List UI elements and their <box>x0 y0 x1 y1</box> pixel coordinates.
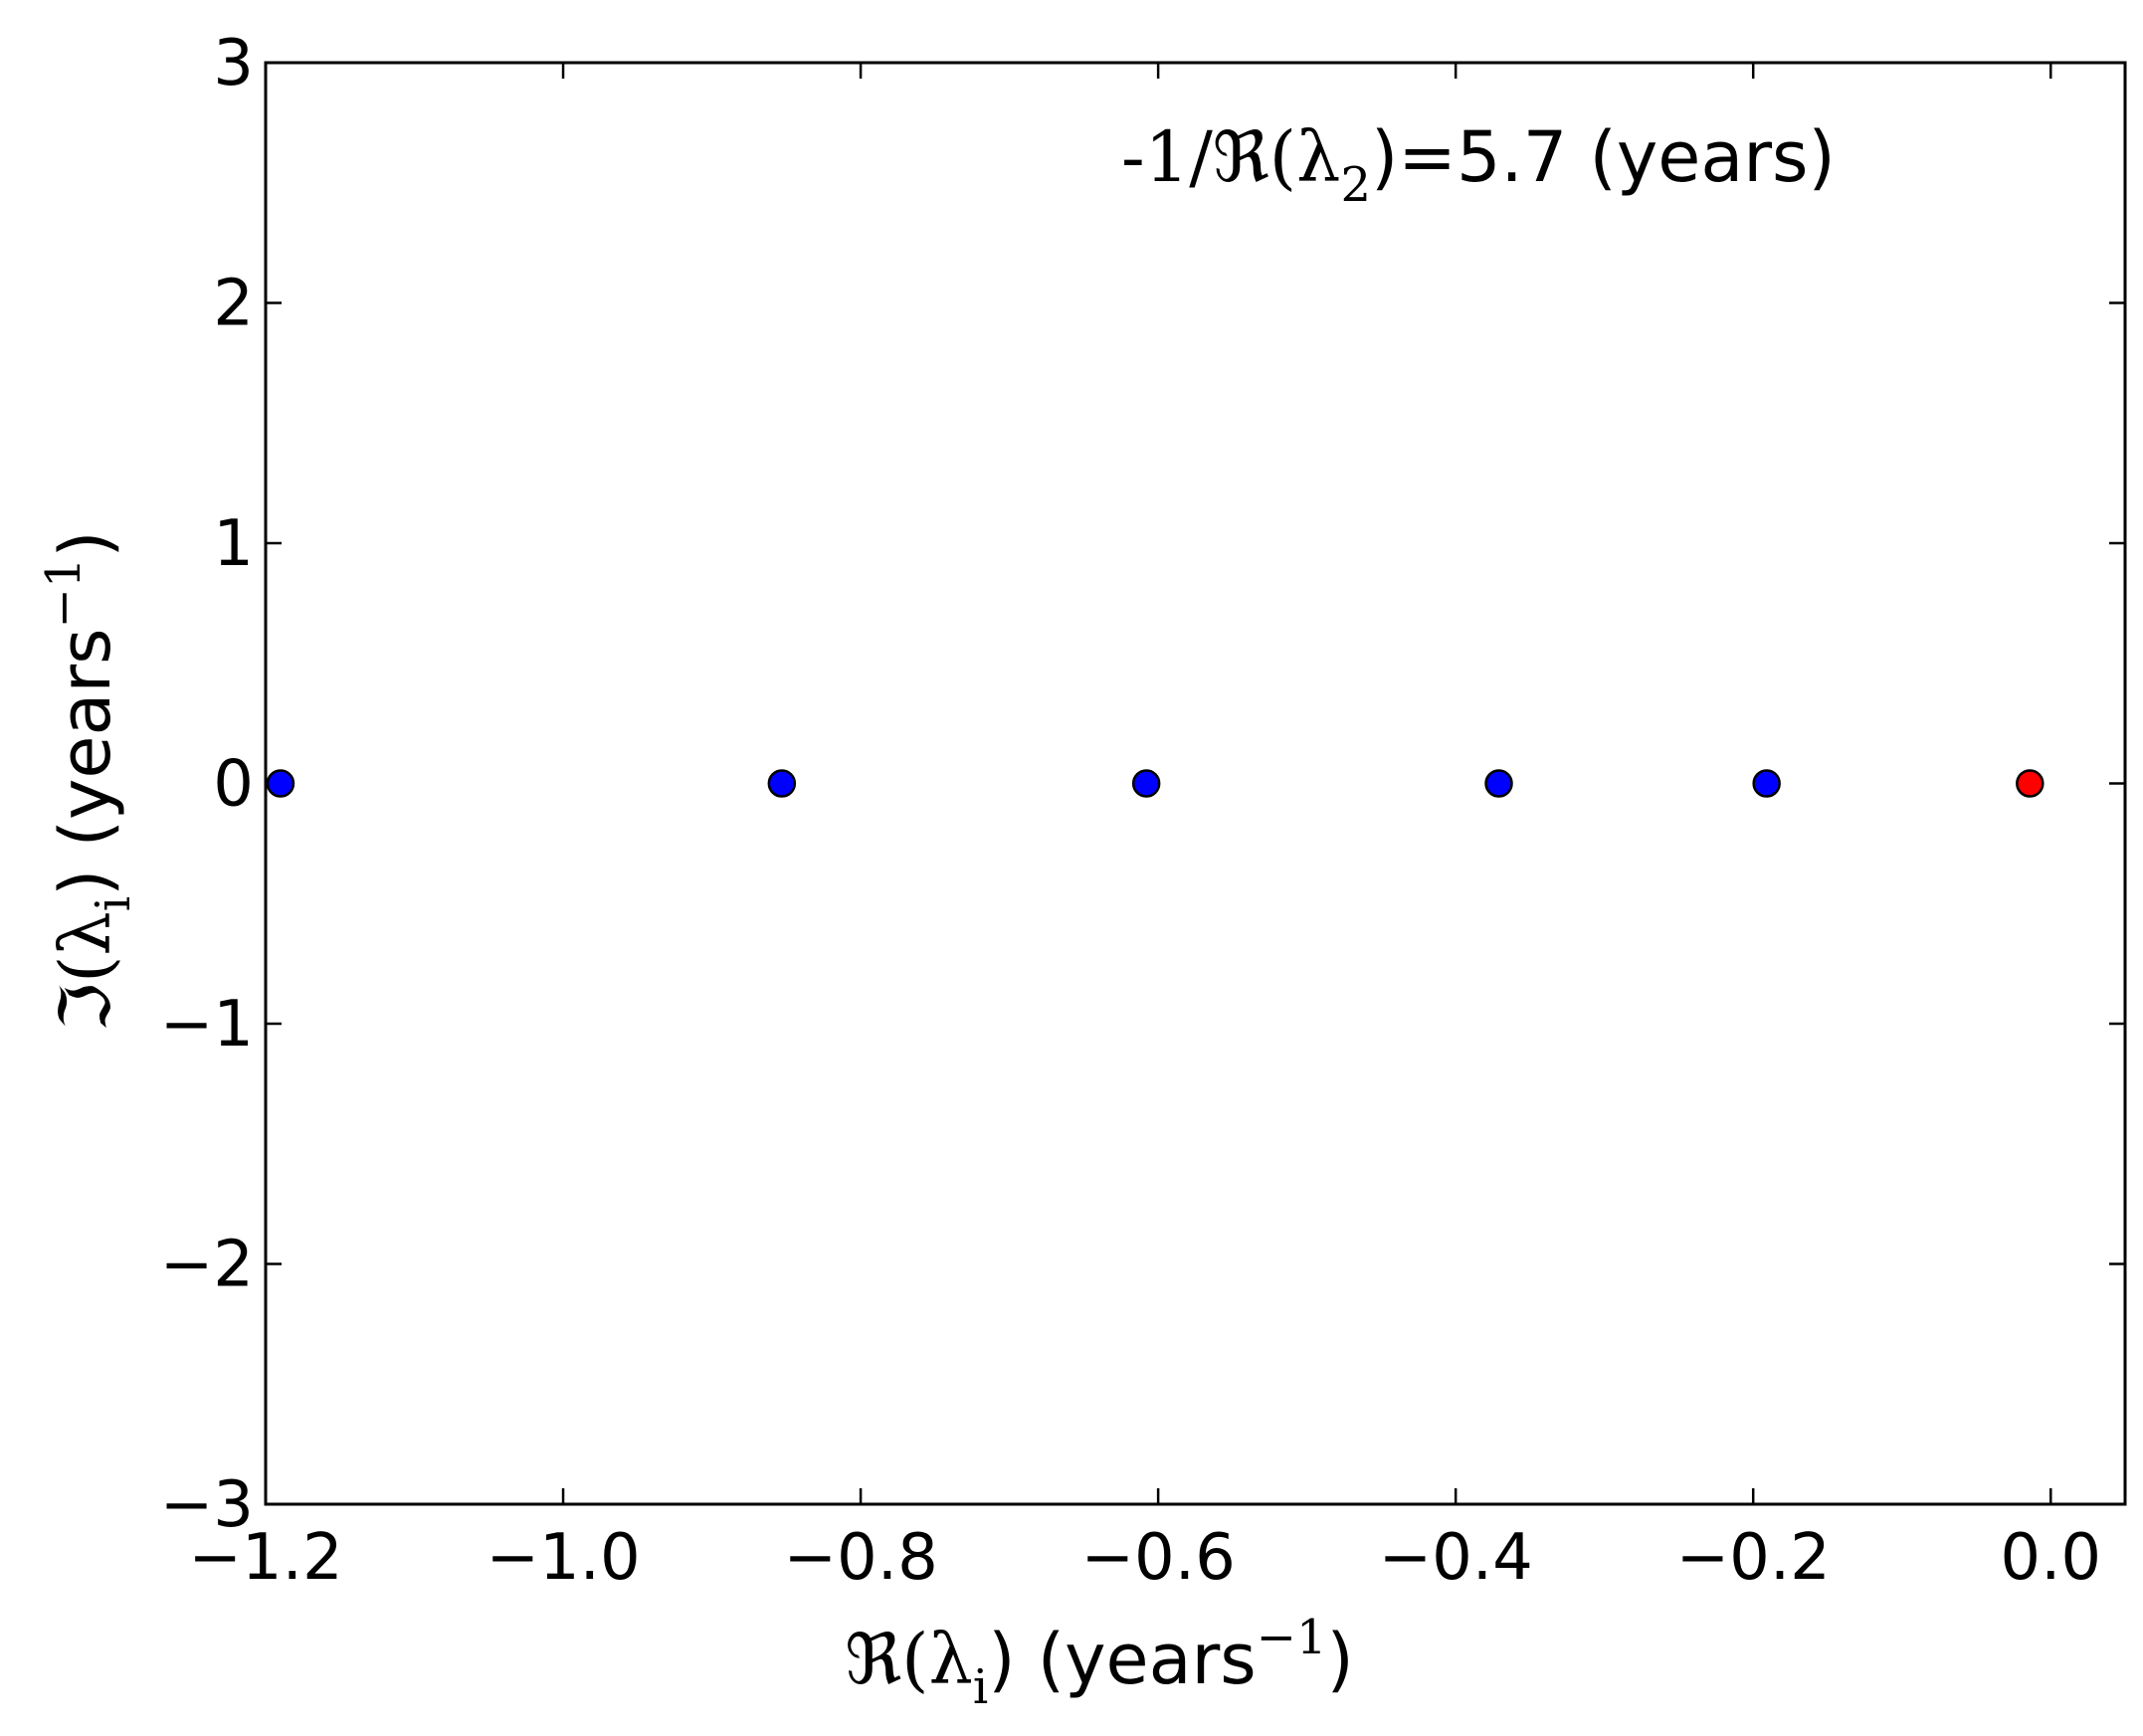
x-axis-label-middle: ) (years <box>988 1619 1257 1700</box>
x-tick-label: −1.2 <box>188 1521 342 1595</box>
y-axis-ticks: −3 −2 −1 0 1 2 3 <box>160 27 2125 1542</box>
y-axis-label: ℑ(λi) (years−1) <box>36 530 141 1031</box>
y-tick-label: −2 <box>160 1229 254 1302</box>
y-tick-label: −3 <box>160 1468 254 1542</box>
x-axis-label-prefix: ℜ(λ <box>845 1619 973 1700</box>
data-point <box>266 769 295 798</box>
x-tick-label: −0.2 <box>1675 1521 1830 1595</box>
annotation-suffix: )=5.7 (years) <box>1371 116 1836 198</box>
x-axis-label-suffix: ) <box>1326 1619 1353 1700</box>
y-tick-label: 3 <box>213 27 254 100</box>
x-axis-label-subscript: i <box>973 1659 988 1715</box>
y-tick-label: −1 <box>160 988 254 1061</box>
y-tick-label: 0 <box>213 748 254 822</box>
plot-area-frame <box>264 61 2127 1506</box>
data-points <box>266 769 2045 798</box>
x-axis-ticks: −1.2 −1.0 −0.8 −0.6 −0.4 −0.2 0.0 <box>188 63 2101 1595</box>
data-point <box>1484 769 1513 798</box>
y-axis-label-prefix: ℑ(λ <box>45 911 126 1031</box>
y-tick-label: 1 <box>213 507 254 581</box>
x-tick-label: −0.4 <box>1378 1521 1532 1595</box>
x-tick-label: 0.0 <box>2000 1521 2101 1595</box>
annotation-subscript: 2 <box>1340 157 1371 213</box>
x-axis-label: ℜ(λi) (years−1) <box>845 1610 1354 1715</box>
data-point <box>1752 769 1781 798</box>
data-point <box>1131 769 1161 798</box>
x-tick-label: −1.0 <box>486 1521 640 1595</box>
x-tick-label: −0.8 <box>783 1521 937 1595</box>
y-axis-label-middle: ) (years <box>45 628 126 896</box>
x-axis-label-superscript: −1 <box>1257 1610 1327 1665</box>
y-axis-label-subscript: i <box>86 896 141 911</box>
y-axis-label-suffix: ) <box>45 530 126 557</box>
chart-annotation: -1/ℜ(λ2)=5.7 (years) <box>1121 116 1836 213</box>
data-point <box>767 769 797 798</box>
y-axis-label-superscript: −1 <box>36 558 92 629</box>
annotation-prefix: -1/ℜ(λ <box>1121 116 1340 198</box>
data-point <box>2016 769 2045 798</box>
x-tick-label: −0.6 <box>1080 1521 1235 1595</box>
y-tick-label: 2 <box>213 268 254 341</box>
